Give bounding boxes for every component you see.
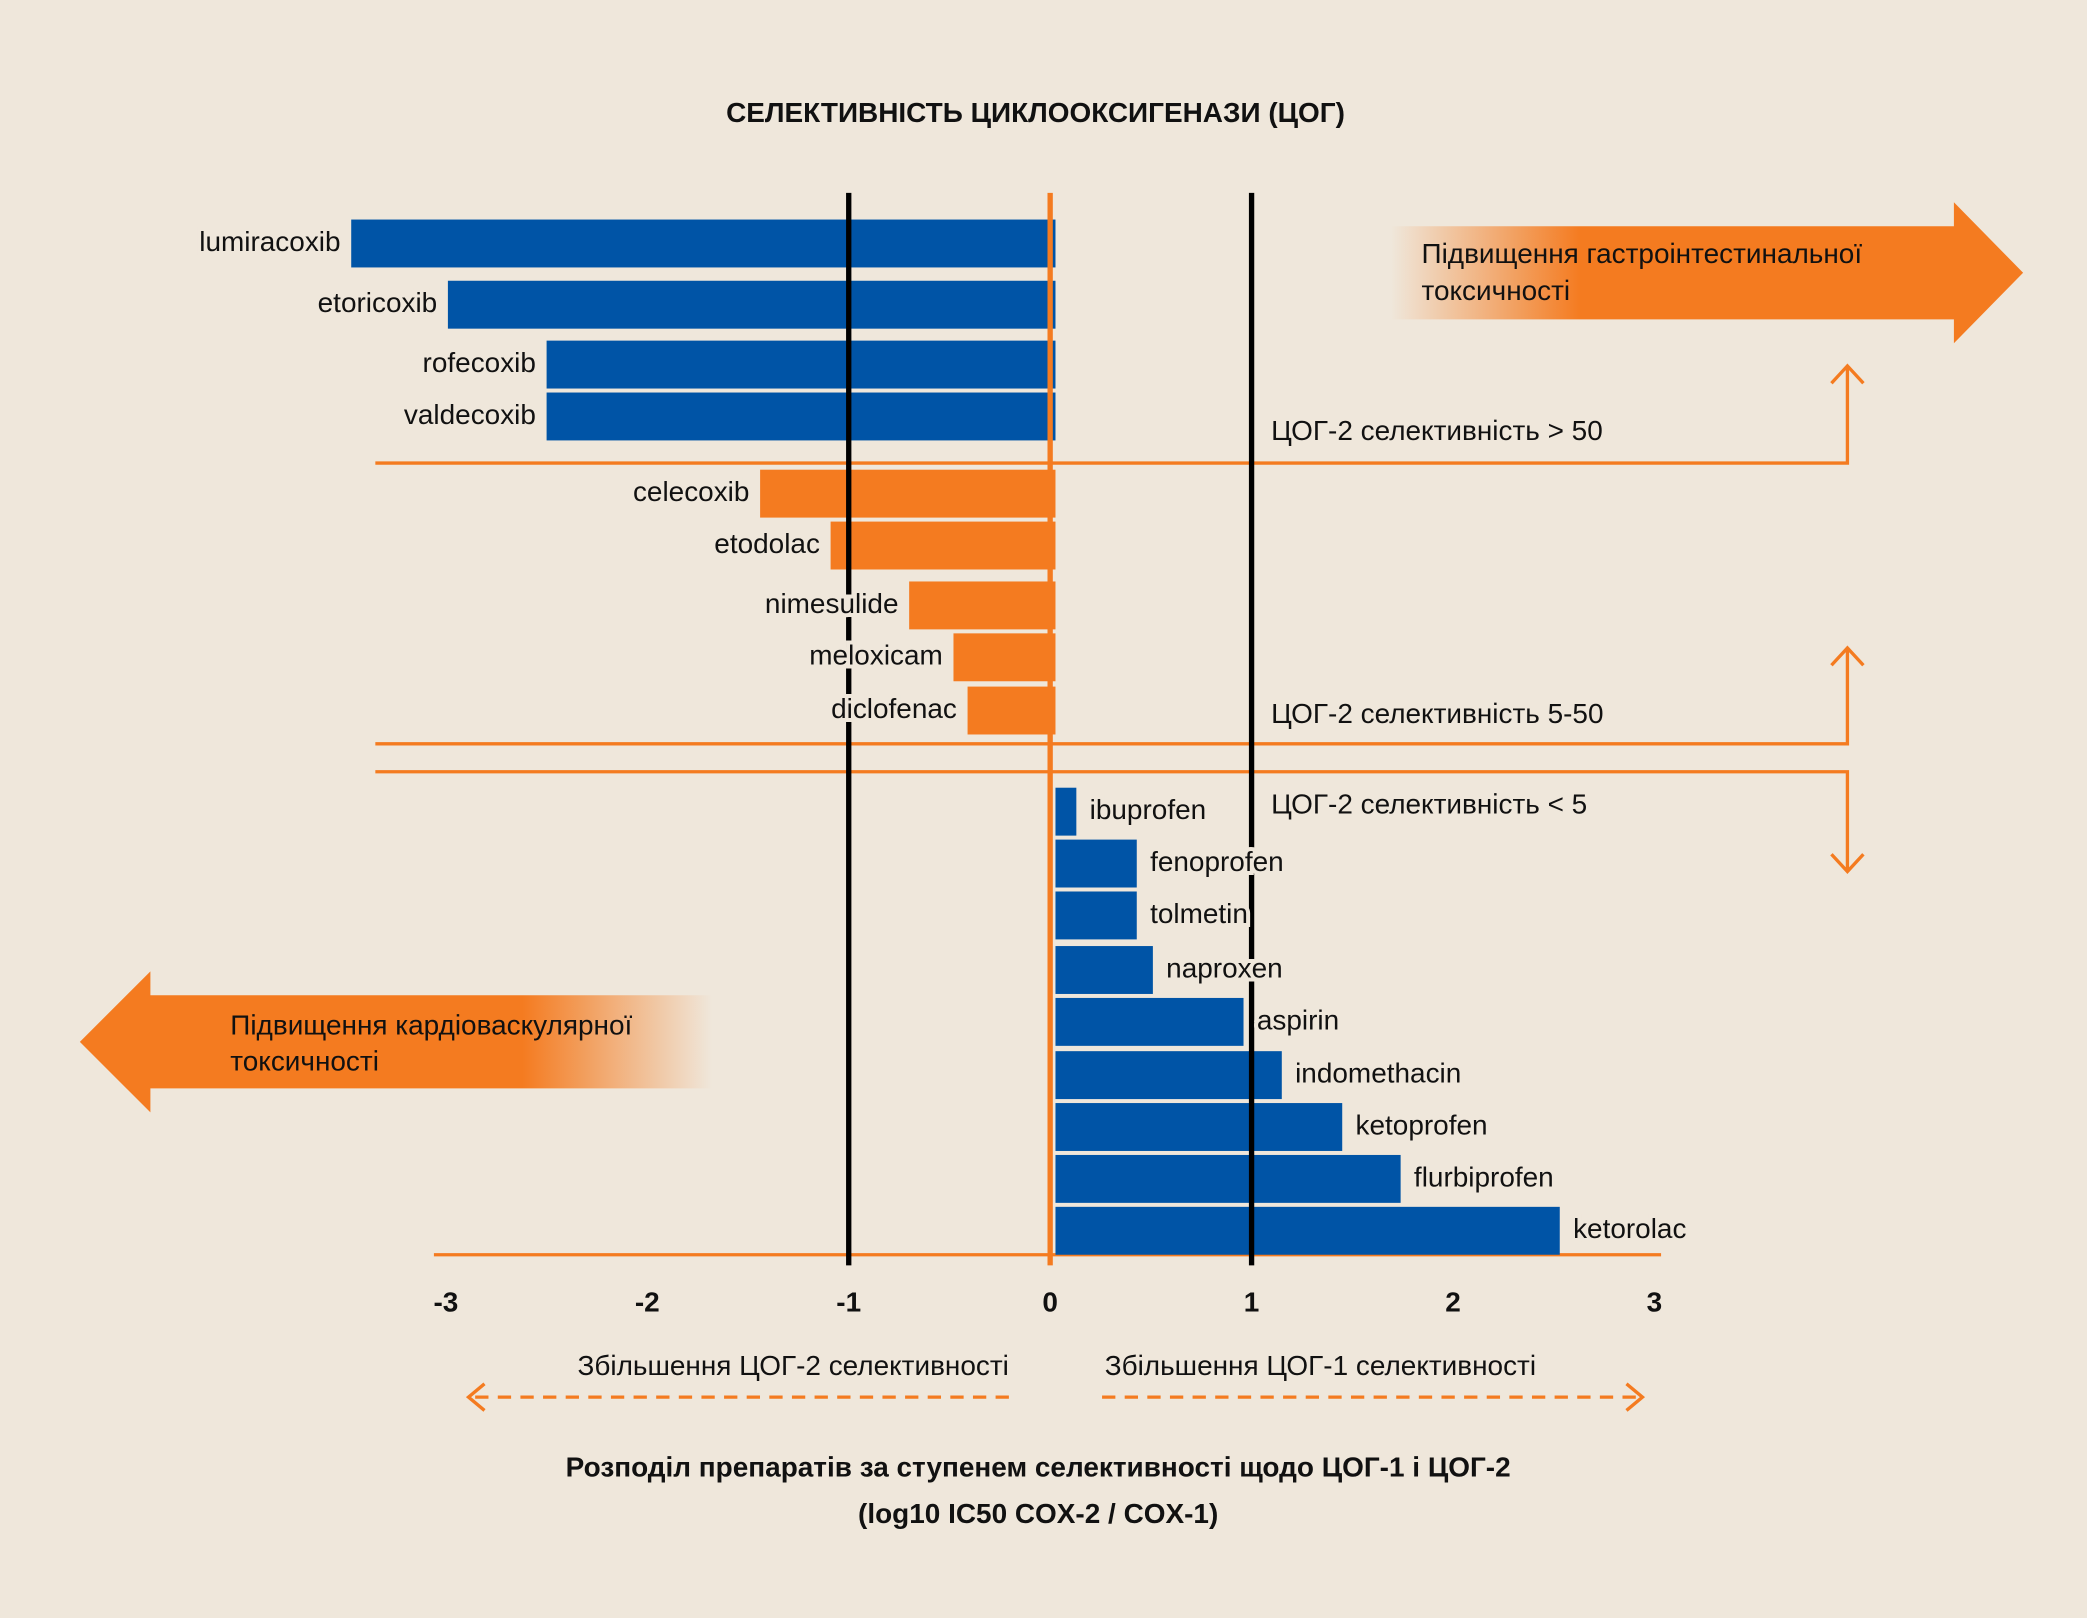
bar xyxy=(546,392,1056,441)
bar xyxy=(1055,1103,1343,1151)
bar xyxy=(1055,1206,1560,1255)
category-label: rofecoxib xyxy=(423,347,536,378)
bar xyxy=(909,581,1056,630)
x-tick-label: 1 xyxy=(1244,1286,1260,1317)
x-tick-label: -3 xyxy=(433,1286,458,1317)
category-label: tolmetin xyxy=(1150,898,1248,929)
gi-arrow-text: Підвищення гастроінтестинальної xyxy=(1422,238,1863,269)
category-label: flurbiprofen xyxy=(1414,1161,1554,1192)
x-tick-label: 0 xyxy=(1042,1286,1058,1317)
category-label: etodolac xyxy=(714,528,820,559)
category-label: lumiracoxib xyxy=(199,226,340,257)
x-tick-label: -1 xyxy=(836,1286,861,1317)
direction-label: Збільшення ЦОГ-2 селективності xyxy=(578,1350,1009,1381)
cv-arrow xyxy=(79,971,713,1113)
bar xyxy=(1055,891,1137,940)
caption: Розподіл препаратів за ступенем селектив… xyxy=(566,1451,1511,1482)
bar xyxy=(1055,839,1137,888)
category-label: etoricoxib xyxy=(318,287,438,318)
direction-label: Збільшення ЦОГ-1 селективності xyxy=(1105,1350,1536,1381)
x-tick-label: -2 xyxy=(635,1286,660,1317)
zone-label: ЦОГ-2 селективність 5-50 xyxy=(1271,698,1603,729)
category-label: nimesulide xyxy=(765,588,899,619)
category-label: aspirin xyxy=(1257,1004,1339,1035)
bar xyxy=(967,686,1056,735)
bar xyxy=(1055,1154,1401,1203)
bar xyxy=(1055,997,1244,1046)
category-label: diclofenac xyxy=(831,693,957,724)
caption: (log10 IC50 COX-2 / COX-1) xyxy=(858,1498,1218,1529)
category-label: ketorolac xyxy=(1573,1213,1686,1244)
category-label: indomethacin xyxy=(1295,1057,1461,1088)
bar xyxy=(830,521,1056,570)
category-label: ibuprofen xyxy=(1090,794,1207,825)
category-label: ketoprofen xyxy=(1356,1109,1488,1140)
bar xyxy=(760,469,1056,518)
x-tick-label: 3 xyxy=(1647,1286,1663,1317)
zone-label: ЦОГ-2 селективність > 50 xyxy=(1271,415,1603,446)
category-label: celecoxib xyxy=(633,476,750,507)
gi-arrow-text: токсичності xyxy=(1422,275,1571,306)
cv-arrow-text: токсичності xyxy=(230,1046,379,1077)
bar xyxy=(546,340,1056,389)
x-tick-label: 2 xyxy=(1445,1286,1461,1317)
category-label: fenoprofen xyxy=(1150,846,1284,877)
category-label: valdecoxib xyxy=(404,399,536,430)
bar xyxy=(953,633,1056,682)
bar xyxy=(1055,946,1153,994)
cv-arrow-text: Підвищення кардіоваскулярної xyxy=(230,1010,632,1041)
bar xyxy=(1055,787,1077,836)
zone-label: ЦОГ-2 селективність < 5 xyxy=(1271,789,1587,820)
bar xyxy=(447,280,1056,329)
bar xyxy=(1055,1051,1282,1100)
direction-arrows xyxy=(465,1382,1646,1412)
category-label: naproxen xyxy=(1166,952,1283,983)
chart-title: СЕЛЕКТИВНІСТЬ ЦИКЛООКСИГЕНАЗИ (ЦОГ) xyxy=(726,97,1345,128)
gi-arrow xyxy=(1390,202,2024,344)
category-label: meloxicam xyxy=(809,640,943,671)
bar xyxy=(351,219,1056,268)
